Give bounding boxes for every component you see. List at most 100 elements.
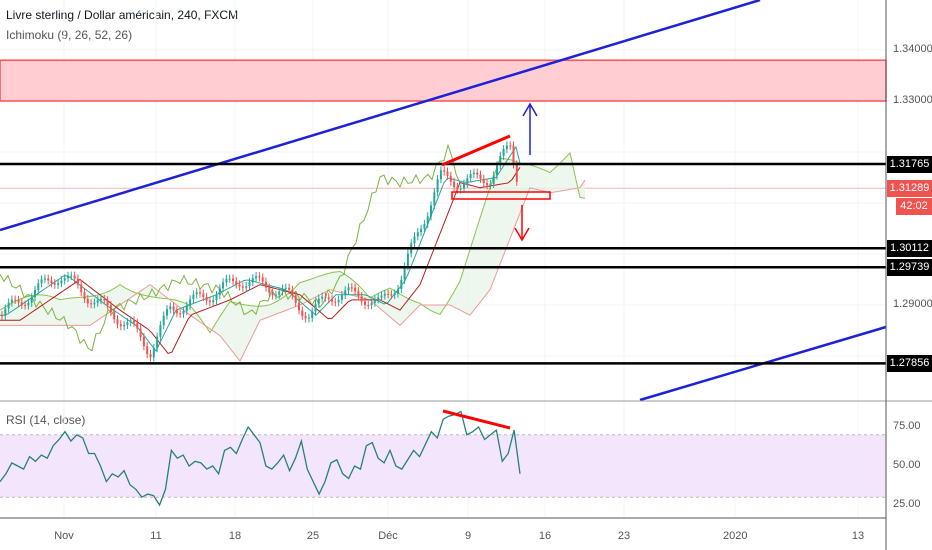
candle: [172, 306, 175, 311]
candle: [53, 283, 56, 285]
candle: [344, 290, 347, 296]
candle: [67, 275, 69, 279]
resistance-zone: [0, 59, 887, 102]
candle: [245, 286, 248, 288]
kijun-sen: [0, 167, 521, 355]
candle: [416, 232, 419, 237]
candle: [357, 291, 360, 297]
candle: [340, 295, 343, 300]
candle: [113, 312, 116, 320]
candle: [479, 174, 482, 179]
candle: [215, 295, 218, 301]
candle: [126, 322, 129, 325]
tenkan-sen: [0, 145, 521, 352]
candle: [307, 317, 310, 319]
candle: [146, 346, 149, 355]
candle: [17, 299, 20, 303]
candle: [149, 354, 152, 358]
candle: [502, 149, 505, 156]
price-level-label: 1.30112: [887, 240, 932, 258]
candle: [446, 171, 449, 176]
candle: [347, 287, 350, 291]
candle: [202, 293, 205, 298]
candle: [456, 186, 459, 190]
candle: [476, 172, 479, 175]
candle: [123, 324, 126, 327]
candle: [228, 278, 231, 280]
candle: [294, 295, 297, 303]
candle: [47, 278, 50, 281]
candle: [373, 299, 376, 303]
candle: [311, 311, 314, 318]
candle: [199, 292, 201, 294]
candle: [469, 174, 472, 179]
time-tick: 16: [538, 530, 552, 542]
candle: [377, 297, 380, 300]
candle: [304, 316, 307, 319]
candle: [265, 281, 267, 288]
price-tick: 1.29000: [893, 298, 932, 310]
candle: [106, 300, 109, 306]
candle: [142, 336, 145, 347]
candle: [109, 305, 112, 313]
candle: [83, 292, 86, 299]
candle: [324, 296, 327, 298]
candle: [393, 293, 396, 296]
candle: [472, 172, 475, 175]
candle: [515, 164, 518, 182]
candle: [291, 289, 294, 296]
current-price-label: 1.31289: [887, 180, 932, 198]
candle: [331, 299, 333, 302]
candle: [443, 170, 446, 172]
candle: [43, 278, 46, 280]
candle: [129, 320, 132, 323]
candle: [175, 310, 178, 314]
candle: [453, 181, 456, 187]
candle: [364, 301, 366, 305]
candle: [261, 277, 264, 282]
candle: [96, 300, 99, 303]
candle: [50, 280, 53, 284]
candle: [80, 284, 83, 293]
candle: [268, 287, 271, 293]
up-arrow-icon: [522, 102, 538, 155]
candle: [317, 298, 320, 304]
candle: [426, 216, 429, 225]
candle: [334, 301, 337, 303]
candle: [169, 306, 172, 310]
rsi-line: [0, 410, 521, 507]
candle: [212, 300, 215, 303]
candle: [185, 305, 188, 312]
candle: [406, 253, 409, 267]
countdown-label: 42:02: [896, 198, 932, 216]
candle: [10, 299, 13, 303]
candle: [205, 297, 208, 301]
candle: [433, 192, 436, 206]
candle: [288, 287, 291, 290]
candle: [222, 282, 225, 289]
candle: [195, 292, 198, 295]
candle: [116, 319, 119, 325]
price-tick: 1.33000: [893, 94, 932, 106]
candle: [492, 175, 495, 184]
candle: [57, 283, 60, 285]
support-box: [451, 191, 551, 200]
candle: [360, 296, 363, 302]
rsi-tick: 50.00: [893, 459, 921, 471]
candle: [179, 313, 182, 315]
candle: [90, 303, 93, 305]
candle: [136, 322, 139, 329]
candle: [166, 309, 168, 316]
candle: [70, 275, 73, 277]
candle: [430, 205, 432, 217]
candle: [119, 324, 122, 327]
indicator-label[interactable]: Ichimoku (9, 26, 52, 26): [6, 28, 133, 42]
candle: [509, 145, 512, 147]
candle: [27, 302, 30, 306]
time-tick: 18: [228, 530, 242, 542]
time-tick: 23: [617, 530, 631, 542]
candle: [86, 298, 89, 304]
rsi-label[interactable]: RSI (14, close): [6, 413, 86, 427]
candle: [397, 289, 399, 294]
